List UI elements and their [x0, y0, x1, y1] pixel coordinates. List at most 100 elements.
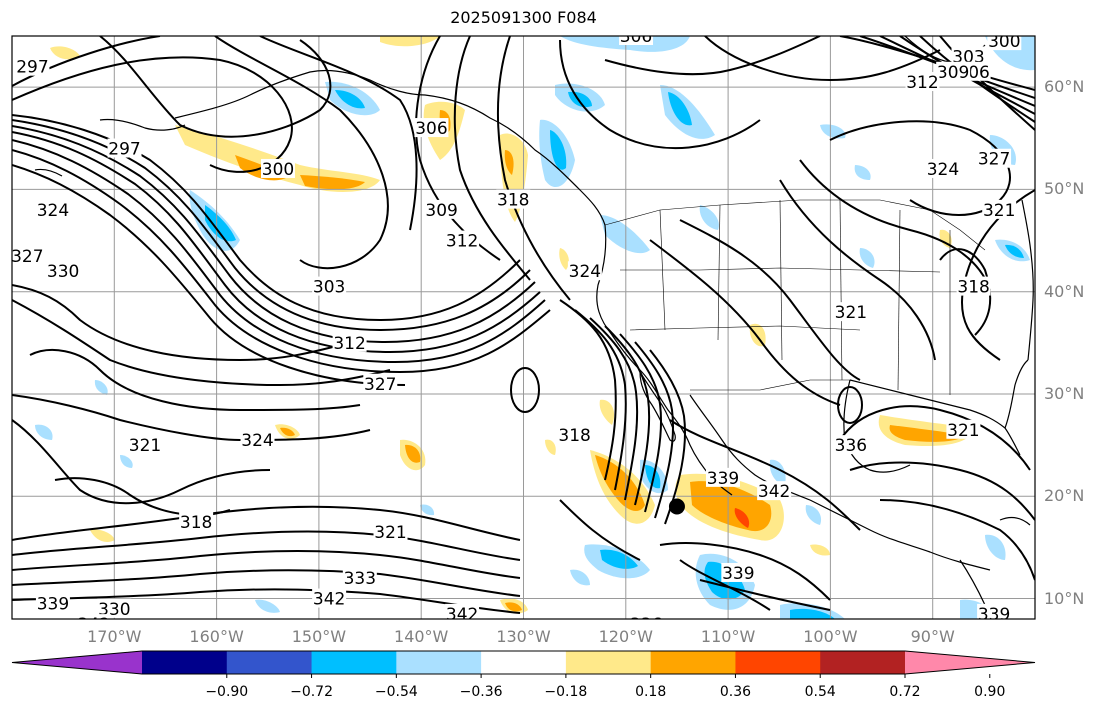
colorbar-extend-low [12, 651, 142, 674]
contour-label: 297 [108, 140, 140, 160]
colorbar-tick-label: 0.72 [889, 684, 921, 700]
colorbar-tick-label: −0.90 [205, 684, 249, 700]
state-border-layer [604, 199, 986, 395]
contour-label-bg [833, 302, 868, 322]
contour-label-bg [363, 373, 398, 393]
contour-label-bg [629, 614, 664, 619]
contour-label: 321 [129, 436, 161, 456]
contour-label-bg [977, 148, 1012, 168]
contour-label: 300 [262, 160, 294, 180]
contour-label: 318 [497, 191, 529, 211]
contour-label-bg [987, 36, 1022, 51]
contour-label: 312 [333, 334, 365, 354]
contour-label-bg [925, 158, 960, 178]
colorbar-tick-label: 0.90 [974, 684, 1006, 700]
contour-label: 318 [558, 426, 590, 446]
lat-tick-label: 10°N [1044, 588, 1085, 608]
lon-tick-label: 140°W [394, 627, 449, 646]
contour-label-bg [414, 118, 449, 138]
contour-lines [12, 36, 1035, 614]
contour-label-bg [260, 158, 295, 178]
contour-label: 321 [983, 201, 1015, 221]
contour-label-bg [127, 435, 162, 455]
contour-label: 321 [835, 303, 867, 323]
contour-label: 297 [16, 58, 48, 78]
lon-tick-label: 110°W [700, 627, 756, 646]
contour-label-bg [312, 276, 347, 296]
contour-label-bg [956, 276, 991, 296]
contour-label-bg [721, 562, 756, 582]
contour-label-bg [240, 430, 275, 450]
contour-label-bg [445, 603, 480, 619]
contour-label: 327 [11, 247, 43, 267]
contour-label-bg [35, 593, 70, 613]
contour-label-bg [312, 588, 347, 608]
contour-label-bg [445, 230, 480, 250]
lon-tick-label: 90°W [910, 627, 955, 646]
colorbar-segment [820, 651, 906, 674]
lat-tick-label: 20°N [1044, 486, 1085, 506]
contour-label-bg [424, 199, 459, 219]
contour-label-bg [107, 138, 142, 158]
colorbar [11, 650, 1036, 678]
lon-tick-label: 100°W [803, 627, 858, 646]
contour-label: 339 [978, 605, 1010, 625]
lat-tick-label: 30°N [1044, 383, 1085, 403]
lon-tick-label: 130°W [496, 627, 551, 646]
colorbar-tick-label: −0.54 [374, 684, 418, 700]
contour-label: 321 [374, 523, 406, 543]
contour-label-bg [833, 435, 868, 455]
contour-label: 324 [569, 262, 601, 282]
contour-label: 318 [180, 513, 212, 533]
contour-label-bg [342, 568, 377, 588]
contour-label-bg [619, 36, 654, 45]
contour-label-bg [951, 46, 986, 66]
contour-label-bg [496, 189, 531, 209]
lat-tick-label: 60°N [1044, 77, 1085, 97]
contour-label: 342 [446, 605, 478, 625]
contour-label: 327 [978, 150, 1010, 170]
contour-label-bg [35, 199, 70, 219]
location-marker [668, 498, 685, 515]
contour-label: 309 [937, 63, 969, 83]
coastline-layer [34, 36, 1034, 619]
colorbar-tick-label: 0.36 [719, 684, 752, 700]
contour-label: 339 [707, 469, 739, 489]
contour-label-bg [557, 424, 592, 444]
contour-labels: 2972973003243273303033123273243213183213… [11, 27, 1022, 625]
contour-label: 324 [241, 431, 273, 451]
contour-label: 309 [425, 201, 457, 221]
map-title: 2025091300 F084 [450, 8, 597, 27]
lon-tick-label: 160°W [189, 627, 244, 646]
contour-label-bg [76, 614, 111, 619]
colorbar-segment [481, 651, 567, 674]
contour-label: 336 [835, 436, 867, 456]
contour-label: 333 [344, 569, 376, 589]
colorbar-segment [311, 651, 397, 674]
contour-label: 327 [364, 375, 396, 395]
contour-label-bg [12, 245, 45, 265]
contour-label: 330 [47, 262, 79, 282]
contour-label: 324 [927, 160, 959, 180]
contour-label-bg [46, 261, 81, 281]
colorbar-segment [565, 651, 652, 674]
lat-tick-label: 50°N [1044, 179, 1085, 199]
contour-label-bg [567, 261, 602, 281]
colorbar-segment [735, 651, 821, 674]
contour-label-bg [982, 199, 1017, 219]
colorbar-segment [226, 651, 313, 674]
contour-label: 306 [415, 119, 447, 139]
contour-label: 312 [906, 73, 938, 93]
contour-label-bg [757, 481, 792, 501]
contour-label: 324 [37, 201, 69, 221]
lat-tick-label: 40°N [1044, 281, 1085, 301]
contour-label: 318 [957, 278, 989, 298]
lon-tick-label: 120°W [598, 627, 653, 646]
colorbar-extend-high [905, 651, 1035, 674]
contour-label: 321 [947, 421, 979, 441]
contour-label-bg [705, 467, 740, 487]
colorbar-segment [142, 651, 228, 674]
contour-label: 339 [722, 564, 754, 584]
colorbar-segment [650, 651, 736, 674]
contour-label: 306 [620, 27, 652, 47]
